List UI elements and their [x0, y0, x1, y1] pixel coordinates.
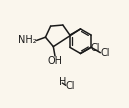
Text: OH: OH [47, 56, 62, 66]
Text: Cl: Cl [66, 81, 75, 91]
Text: Cl: Cl [90, 43, 100, 53]
Text: H: H [59, 77, 66, 87]
Text: NH₂: NH₂ [18, 35, 36, 45]
Text: Cl: Cl [101, 48, 110, 58]
